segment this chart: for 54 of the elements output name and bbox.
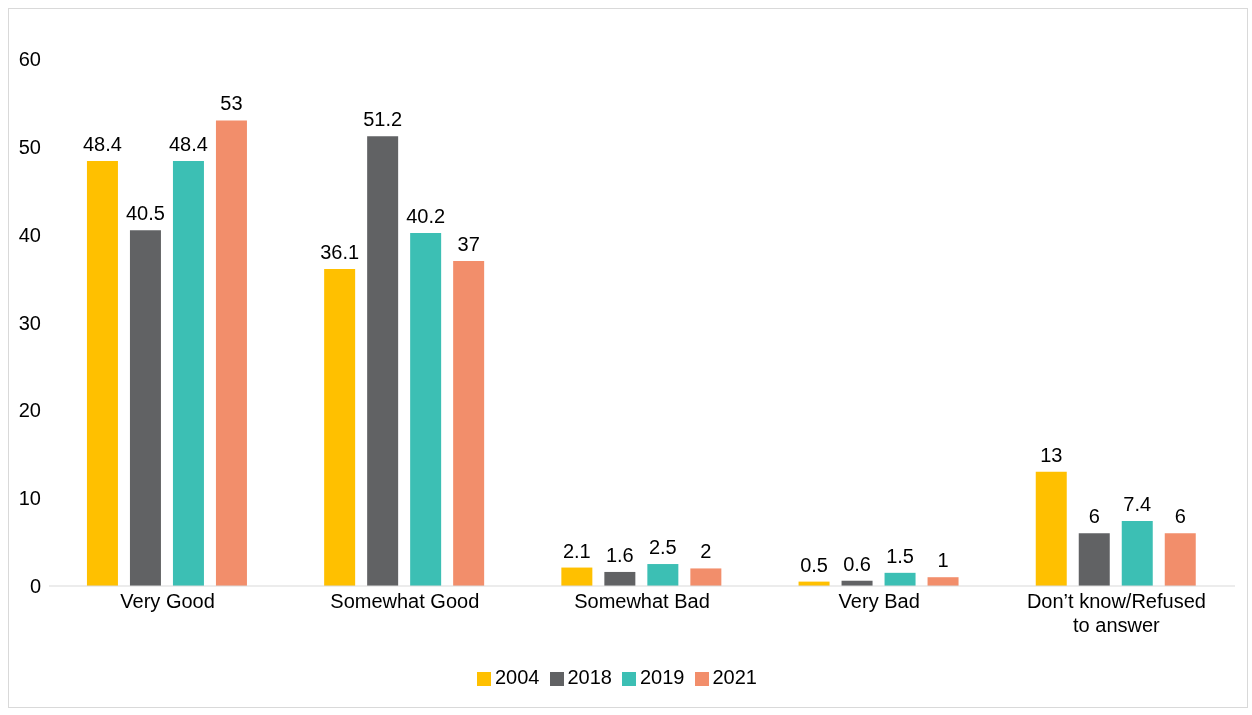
data-label: 13	[1040, 443, 1063, 466]
data-label: 0.6	[843, 552, 871, 575]
legend-label: 2018	[567, 666, 612, 688]
y-tick-label: 60	[18, 48, 41, 71]
y-tick-label: 40	[18, 223, 41, 246]
bar	[324, 268, 356, 586]
data-label: 6	[1174, 505, 1186, 528]
bar	[215, 120, 247, 586]
bar	[1078, 533, 1110, 586]
data-label: 2	[700, 540, 712, 563]
x-tick-label: Somewhat Good	[330, 590, 480, 612]
bar	[884, 572, 916, 586]
y-tick-label: 0	[29, 575, 41, 598]
legend-label: 2021	[712, 666, 757, 688]
x-tick-label: Somewhat Bad	[574, 590, 710, 612]
bar	[604, 571, 636, 586]
data-label: 53	[220, 92, 243, 115]
data-label: 1.6	[605, 543, 634, 566]
data-label: 7.4	[1123, 493, 1152, 515]
data-label: 48.4	[168, 132, 208, 155]
bar	[1164, 533, 1196, 586]
data-label: 40.5	[125, 202, 165, 225]
data-label: 2.1	[562, 539, 591, 562]
x-tick-label: Don’t know/Refused to answer	[1026, 590, 1206, 636]
bar	[172, 160, 204, 586]
data-label: 2.5	[648, 536, 677, 559]
data-label: 40.2	[406, 204, 446, 227]
y-tick-label: 10	[18, 487, 41, 510]
bar	[690, 568, 722, 586]
y-tick-label: 20	[18, 399, 41, 422]
bar	[561, 567, 593, 586]
bar	[1035, 471, 1067, 586]
bar	[410, 232, 442, 586]
y-tick-label: 50	[18, 135, 41, 158]
data-label: 1.5	[886, 544, 914, 567]
data-label: 48.4	[82, 132, 122, 155]
x-tick-label: Very Good	[120, 590, 215, 612]
data-label: 0.5	[800, 553, 828, 576]
bar	[86, 160, 118, 586]
bar	[647, 564, 679, 586]
bar	[367, 136, 399, 586]
y-tick-label: 30	[18, 311, 41, 334]
data-label: 36.1	[320, 240, 360, 263]
bar	[927, 577, 959, 586]
legend-label: 2004	[495, 666, 540, 688]
x-tick-label: Very Bad	[838, 590, 920, 612]
bar	[453, 261, 485, 586]
data-label: 6	[1088, 505, 1100, 528]
data-label: 37	[457, 233, 480, 256]
data-label: 1	[937, 549, 949, 572]
legend-label: 2019	[640, 666, 685, 688]
data-label: 51.2	[363, 108, 403, 131]
bar	[129, 230, 161, 586]
bar	[1121, 521, 1153, 586]
